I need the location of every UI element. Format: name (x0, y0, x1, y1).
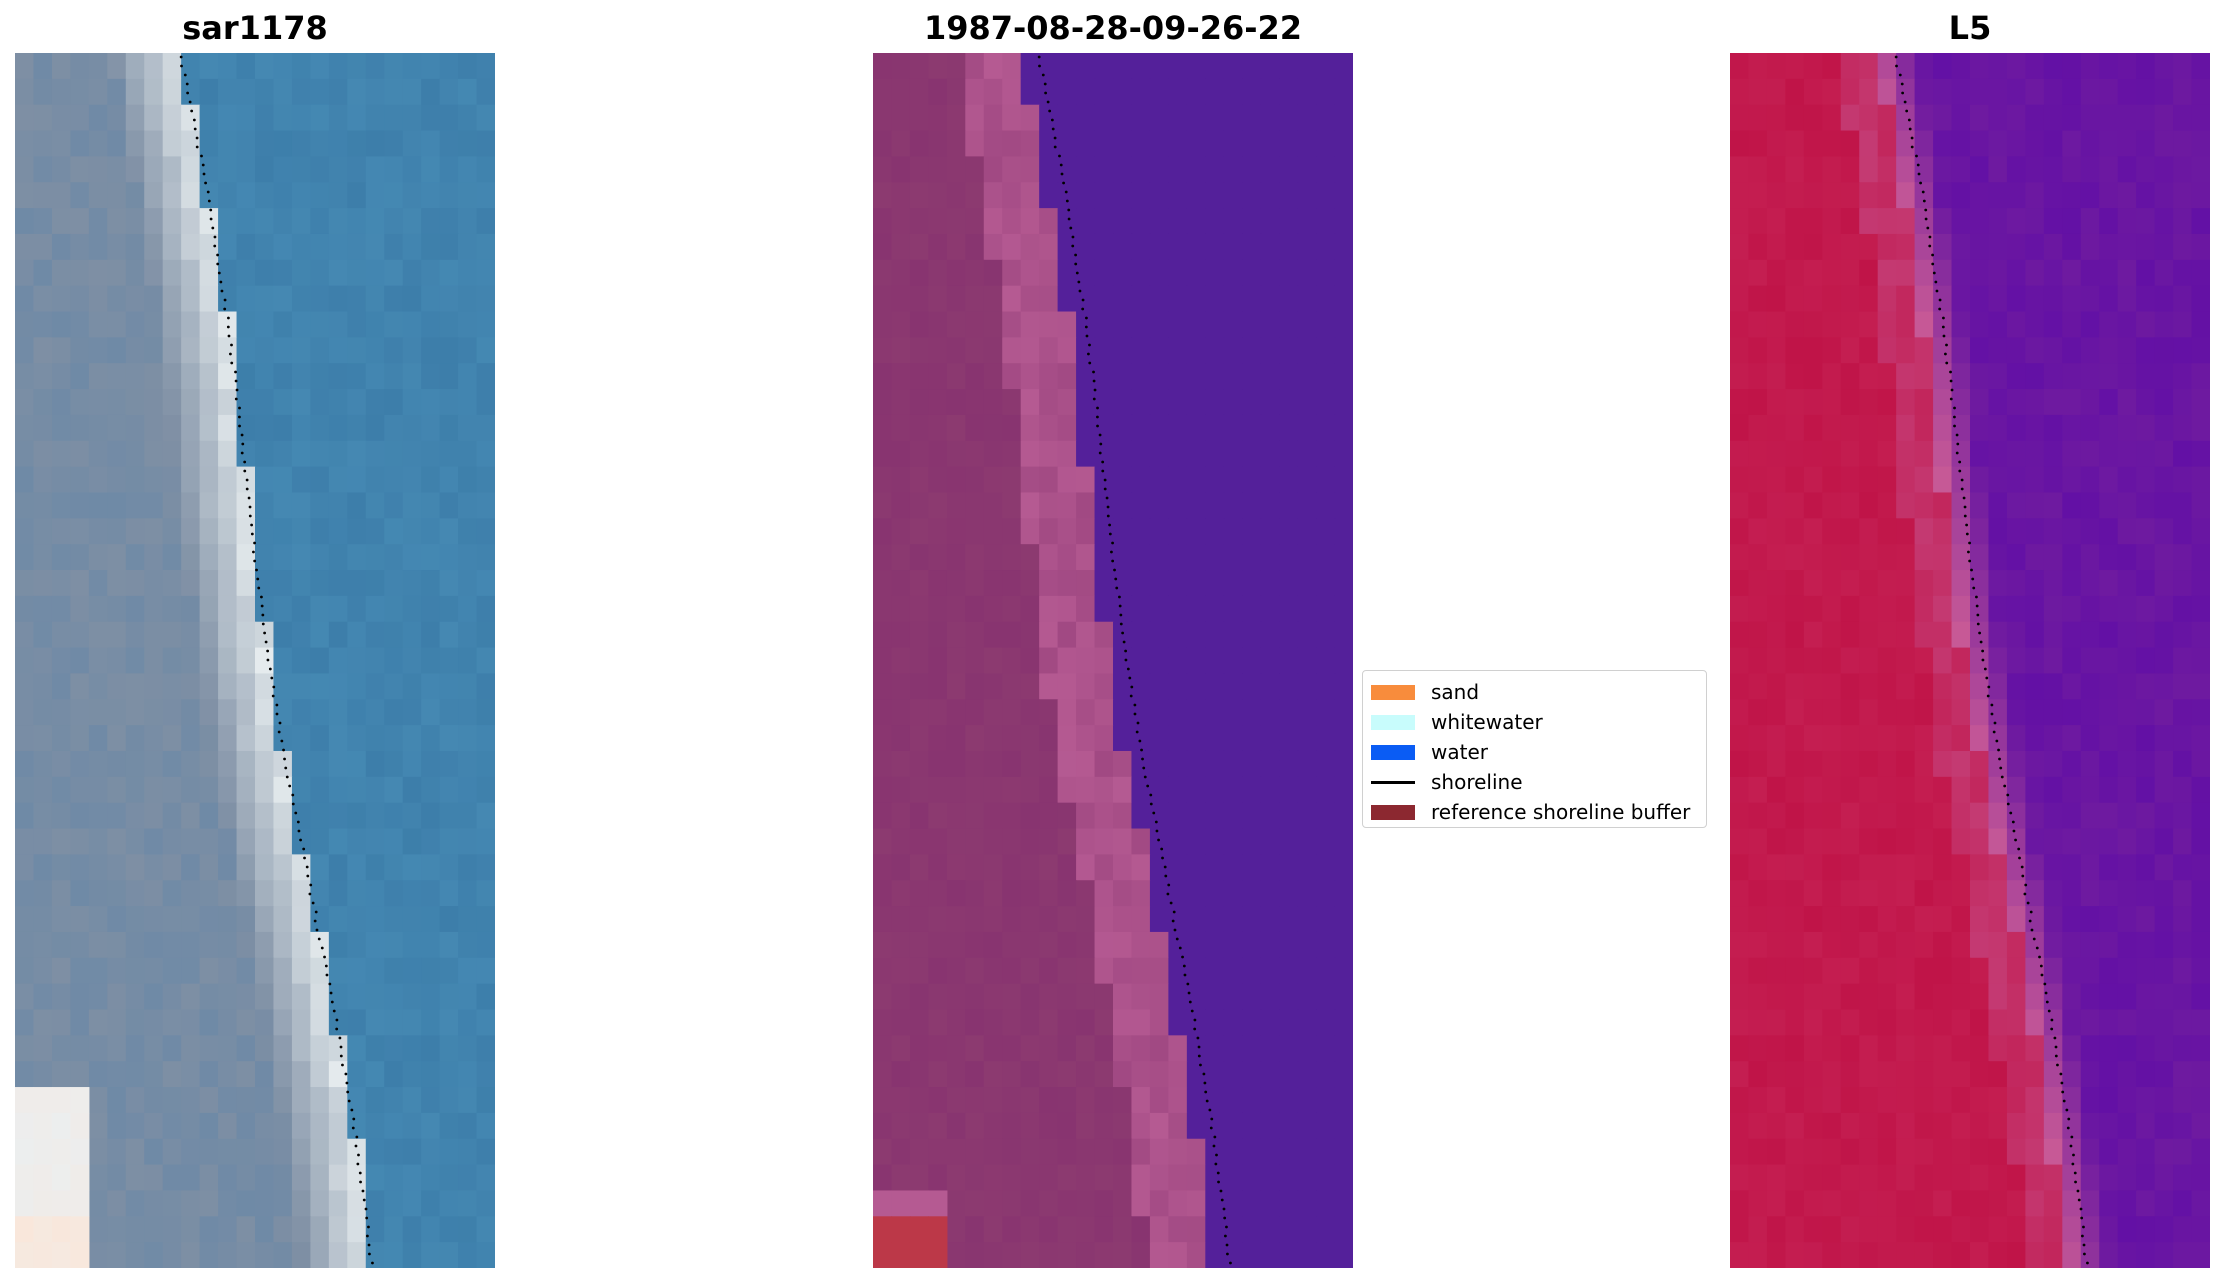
legend-item-shoreline: shoreline (1371, 767, 1698, 797)
legend-item-reference-buffer: reference shoreline buffer (1371, 797, 1698, 827)
index-image (1730, 53, 2210, 1268)
legend-line-shoreline (1371, 780, 1415, 784)
legend-swatch-sand (1371, 684, 1415, 700)
legend-swatch-reference-buffer (1371, 804, 1415, 820)
index-image-panel (1730, 53, 2210, 1268)
legend-swatch-water (1371, 744, 1415, 760)
shoreline-dots (1037, 55, 1232, 1265)
panel-title-sar1178: sar1178 (182, 9, 328, 47)
legend-label-reference-buffer: reference shoreline buffer (1431, 800, 1691, 824)
legend-label-whitewater: whitewater (1431, 710, 1543, 734)
legend-item-sand: sand (1371, 677, 1698, 707)
panel-title-l5: L5 (1948, 9, 1992, 47)
panel-title-date: 1987-08-28-09-26-22 (923, 9, 1303, 47)
rgb-image-panel (15, 53, 495, 1268)
legend-item-whitewater: whitewater (1371, 707, 1698, 737)
legend: sand whitewater water shoreline referenc… (1362, 670, 1707, 828)
legend-label-shoreline: shoreline (1431, 770, 1523, 794)
legend-label-water: water (1431, 740, 1488, 764)
shoreline-dots (179, 55, 374, 1265)
shoreline-dots (1894, 55, 2089, 1265)
classified-image-panel (873, 53, 1353, 1268)
rgb-image (15, 53, 495, 1268)
legend-label-sand: sand (1431, 680, 1480, 704)
classified-image (873, 53, 1353, 1268)
legend-swatch-whitewater (1371, 714, 1415, 730)
legend-item-water: water (1371, 737, 1698, 767)
